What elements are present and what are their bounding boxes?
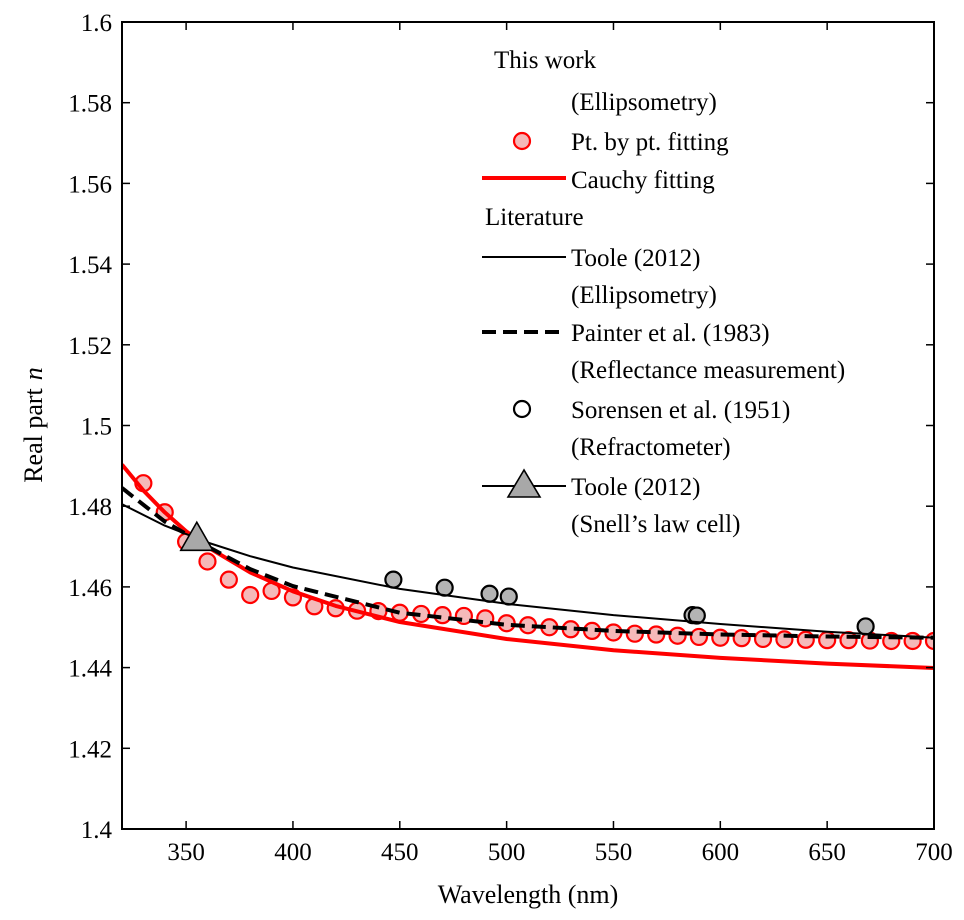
data-point-sorensen-et-al-1951 xyxy=(856,617,875,636)
data-point-sorensen-et-al-1951 xyxy=(480,584,499,603)
legend: This work (Ellipsometry) Pt. by pt. fitt… xyxy=(482,47,845,538)
series-line-painter-et-al-1983 xyxy=(122,486,934,640)
series-line-cauchy-fitting xyxy=(122,463,934,670)
y-tick-label: 1.58 xyxy=(68,91,112,118)
y-axis-label-symbol: n xyxy=(19,367,48,380)
data-point-sorensen-et-al-1951 xyxy=(384,570,403,589)
data-point-pt-by-pt-fitting xyxy=(732,629,751,648)
legend-note-toole-ellipsometry: (Ellipsometry) xyxy=(571,282,717,309)
legend-label-painter: Painter et al. (1983) xyxy=(571,320,770,347)
y-tick-label: 1.4 xyxy=(81,817,113,844)
x-tick-label: 600 xyxy=(702,839,740,866)
x-tick-label: 400 xyxy=(274,839,312,866)
x-tick-label: 350 xyxy=(167,839,205,866)
y-tick-label: 1.42 xyxy=(68,736,112,763)
legend-label-cauchy: Cauchy fitting xyxy=(571,167,715,194)
legend-label-toole-snell: Toole (2012) xyxy=(571,474,700,501)
data-point-sorensen-et-al-1951 xyxy=(687,606,706,625)
data-point-pt-by-pt-fitting xyxy=(219,570,238,589)
y-tick-label: 1.52 xyxy=(68,333,112,360)
data-point-pt-by-pt-fitting xyxy=(668,626,687,645)
y-tick-label: 1.46 xyxy=(68,575,112,602)
x-axis-label: Wavelength (nm) xyxy=(438,880,619,909)
y-axis-label: Real part n xyxy=(19,367,48,483)
x-tick-label: 700 xyxy=(915,839,953,866)
legend-label-toole-ellipsometry: Toole (2012) xyxy=(571,245,700,272)
y-tick-label: 1.44 xyxy=(68,656,112,683)
x-tick-label: 650 xyxy=(808,839,846,866)
y-tick-label: 1.48 xyxy=(68,494,112,521)
legend-note-toole-snell: (Snell’s law cell) xyxy=(571,511,740,538)
x-tick-label: 450 xyxy=(381,839,419,866)
y-axis-label-prefix: Real part xyxy=(19,387,48,482)
y-tick-label: 1.6 xyxy=(81,10,112,37)
series-layer xyxy=(122,463,934,670)
y-tick-label: 1.56 xyxy=(68,171,112,198)
data-point-pt-by-pt-fitting xyxy=(711,628,730,647)
data-point-sorensen-et-al-1951 xyxy=(435,578,454,597)
x-tick-label: 550 xyxy=(595,839,633,866)
x-tick-label: 500 xyxy=(488,839,526,866)
legend-note-sorensen: (Refractometer) xyxy=(571,434,731,461)
legend-marker-toole-snell xyxy=(506,468,542,498)
legend-label-sorensen: Sorensen et al. (1951) xyxy=(571,397,790,424)
data-point-pt-by-pt-fitting xyxy=(839,631,858,650)
legend-header-literature: Literature xyxy=(485,204,584,231)
y-tick-label: 1.5 xyxy=(81,414,112,441)
y-tick-label: 1.54 xyxy=(68,252,112,279)
data-point-pt-by-pt-fitting xyxy=(198,552,217,571)
legend-marker-sorensen xyxy=(512,399,532,419)
data-point-pt-by-pt-fitting xyxy=(241,585,260,605)
legend-header-this-work: This work xyxy=(494,47,597,74)
data-point-sorensen-et-al-1951 xyxy=(499,587,518,606)
legend-label-pt-by-pt: Pt. by pt. fitting xyxy=(571,129,729,156)
legend-note-painter: (Reflectance measurement) xyxy=(571,357,845,384)
legend-note-ellipsometry: (Ellipsometry) xyxy=(571,89,717,116)
data-point-toole-2012-snell xyxy=(179,520,215,552)
axis-ticks: 350 400 450 500 550 600 650 700 1.4 1.42 1.44 1.46 1… xyxy=(68,10,953,866)
data-point-pt-by-pt-fitting xyxy=(689,627,709,647)
legend-marker-pt-by-pt xyxy=(512,131,532,151)
